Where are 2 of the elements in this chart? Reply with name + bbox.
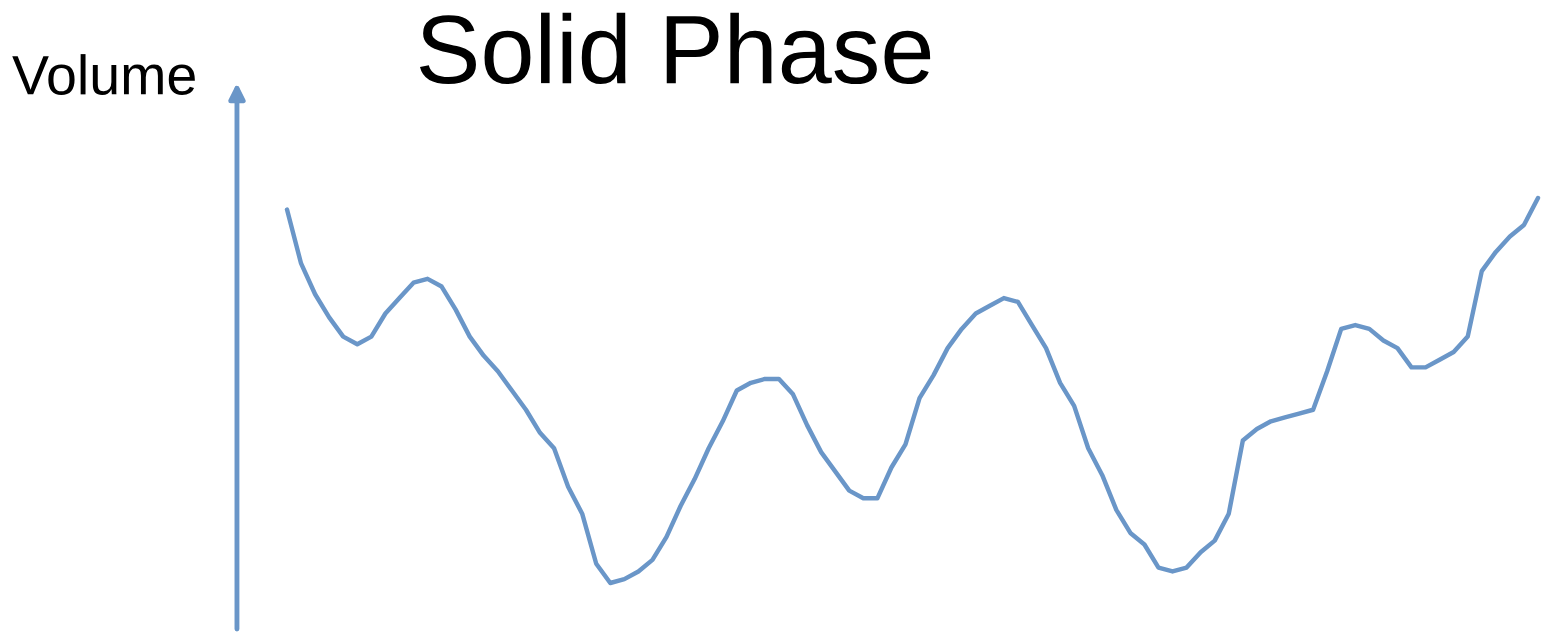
chart-title: Solid Phase <box>420 12 931 85</box>
y-axis-title: Volume <box>12 54 195 95</box>
